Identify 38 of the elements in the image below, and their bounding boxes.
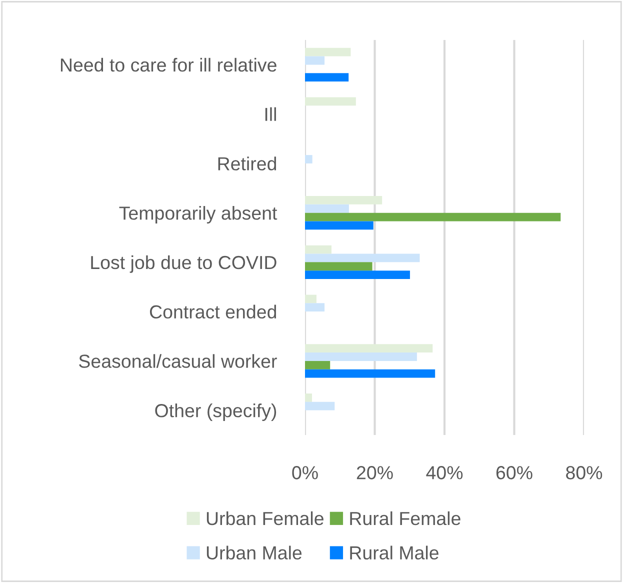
y-tick-label: Lost job due to COVID <box>91 255 276 273</box>
bar <box>305 204 349 213</box>
bar <box>305 212 561 222</box>
y-tick-label: Retired <box>218 156 276 170</box>
bar <box>305 254 420 262</box>
bar <box>305 196 382 204</box>
bar <box>305 352 417 361</box>
bar <box>305 73 349 82</box>
bar <box>305 303 325 312</box>
y-tick-label: Temporarily absent <box>119 206 278 224</box>
x-tick-label: 60% <box>496 466 532 480</box>
bar <box>305 369 436 378</box>
y-tick-label: Contract ended <box>150 304 276 319</box>
bar <box>305 97 356 106</box>
y-tick-label: Ill <box>265 107 276 121</box>
bar <box>305 344 433 353</box>
x-tick-label: 20% <box>356 466 393 480</box>
y-tick-label: Seasonal/casual worker <box>79 354 277 368</box>
x-tick-label: 80% <box>566 466 602 480</box>
bar <box>305 360 330 370</box>
bar <box>305 262 372 271</box>
y-tick-label: Other (specify) <box>155 404 276 421</box>
legend-label: Rural Female <box>350 511 460 526</box>
bar <box>305 245 332 254</box>
legend-label: Urban Female <box>206 511 324 526</box>
bar <box>305 394 312 402</box>
bar <box>305 270 410 279</box>
y-tick-label: Need to care for ill relative <box>60 58 276 72</box>
bar <box>305 155 312 164</box>
legend-label: Rural Male <box>350 546 438 560</box>
x-tick-label: 40% <box>426 466 463 480</box>
bar <box>305 221 374 230</box>
bar <box>305 402 335 410</box>
bar <box>305 294 317 304</box>
x-tick-label: 0% <box>292 466 318 480</box>
bar <box>305 48 351 56</box>
legend-label: Urban Male <box>206 546 302 560</box>
bar <box>305 56 325 65</box>
